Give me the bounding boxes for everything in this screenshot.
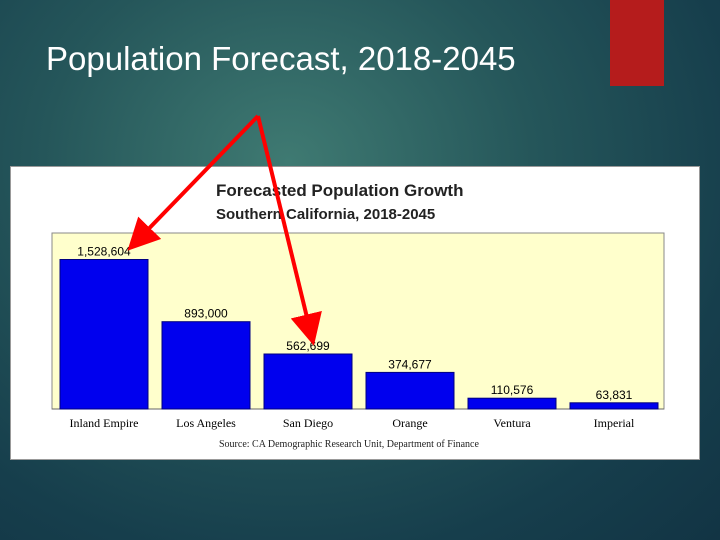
bar-imperial <box>569 402 659 410</box>
bar-inland-empire <box>59 259 149 410</box>
accent-block <box>610 0 664 86</box>
data-label-orange: 374,677 <box>388 357 432 371</box>
chart-frame: Forecasted Population Growth Southern Ca… <box>10 166 700 460</box>
chart-subtitle: Southern California, 2018-2045 <box>216 206 435 223</box>
bar-ventura <box>467 397 557 410</box>
tick-label-imperial: Imperial <box>594 416 635 430</box>
tick-label-los-angeles: Los Angeles <box>176 416 236 430</box>
tick-label-inland-empire: Inland Empire <box>70 416 139 430</box>
data-label-imperial: 63,831 <box>596 388 633 402</box>
data-label-ventura: 110,576 <box>491 383 534 397</box>
tick-label-san-diego: San Diego <box>283 416 333 430</box>
plot-area <box>51 232 665 410</box>
tick-label-ventura: Ventura <box>493 416 531 430</box>
data-label-inland-empire: 1,528,604 <box>77 245 131 259</box>
data-label-los-angeles: 893,000 <box>184 307 228 321</box>
chart-title: Forecasted Population Growth <box>216 181 463 200</box>
slide-title: Population Forecast, 2018-2045 <box>46 40 516 77</box>
data-label-san-diego: 562,699 <box>286 339 330 353</box>
bar-chart: Forecasted Population Growth Southern Ca… <box>51 181 665 450</box>
bar-orange <box>365 371 455 410</box>
tick-label-orange: Orange <box>392 416 427 430</box>
bar-san-diego <box>263 353 353 410</box>
bar-los-angeles <box>161 321 251 410</box>
chart-source: Source: CA Demographic Research Unit, De… <box>219 439 479 450</box>
